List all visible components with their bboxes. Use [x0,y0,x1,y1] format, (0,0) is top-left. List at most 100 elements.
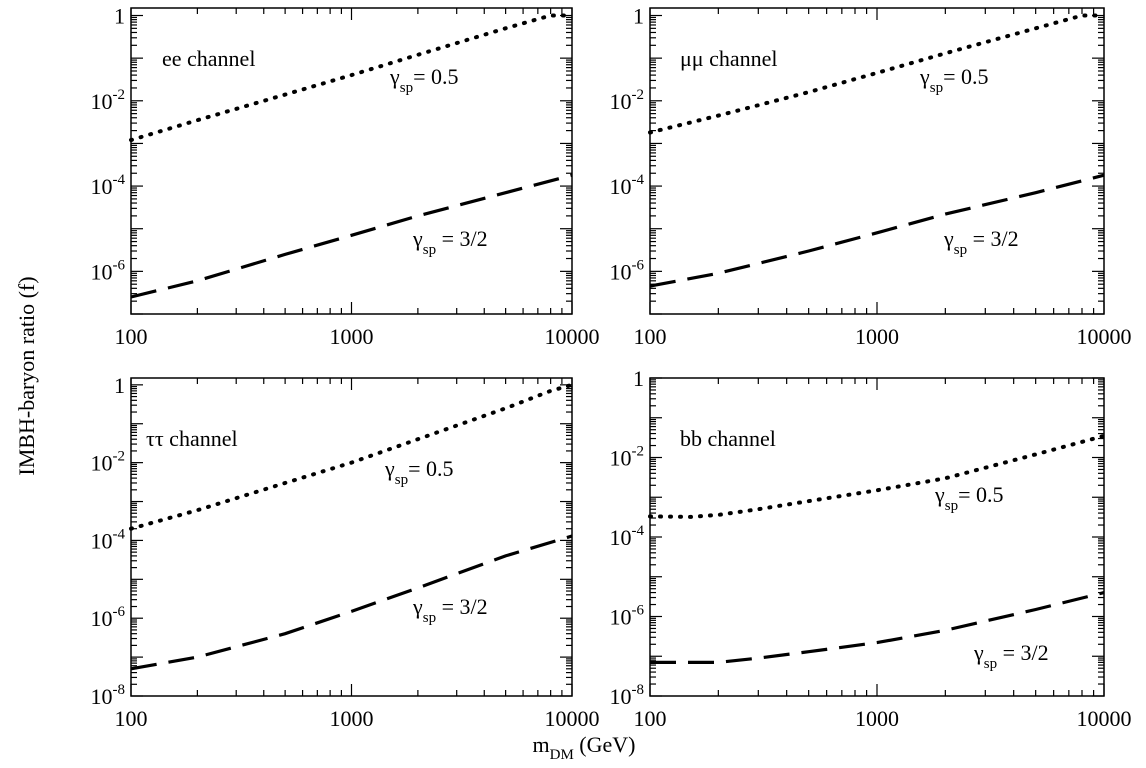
series-line-gamma-3-2 [130,173,573,299]
y-tick-exponent: -2 [632,87,645,103]
y-tick-label: 10-4 [91,172,126,199]
y-tick-base: 10 [91,89,113,114]
y-tick-base: 1 [633,4,644,29]
series-label-value: = 0.5 [958,482,1003,507]
series-label-subscript: sp [945,498,958,514]
channel-label: μμ channel [680,46,778,71]
series-label-value: = 0.5 [943,64,988,89]
y-tick-label: 10-2 [91,87,126,114]
y-tick-base: 10 [91,174,113,199]
series-label-symbol: γ [412,226,423,251]
series-label-subscript: sp [954,242,967,258]
series-label-subscript: sp [984,656,997,672]
y-tick-label: 10-4 [91,526,126,553]
y-tick-label: 1 [114,373,125,398]
series-label-gamma-0-5: γsp= 0.5 [389,64,459,96]
x-tick-label: 100 [115,324,148,349]
y-tick-label: 10-6 [610,257,645,284]
x-tick-label: 1000 [330,324,374,349]
y-tick-exponent: -4 [113,526,126,542]
y-axis-title: IMBH-baryon ratio (f) [14,276,39,475]
y-tick-label: 10-6 [91,257,126,284]
x-tick-label: 10000 [545,324,600,349]
y-tick-base: 10 [610,446,632,471]
x-axis-title: mDM (GeV) [533,732,636,763]
series-label-subscript: sp [400,80,413,96]
series-label-symbol: γ [389,64,400,89]
series-label-subscript: sp [395,472,408,488]
series-label-value: = 3/2 [436,226,488,251]
series-label-value: = 3/2 [436,594,488,619]
y-tick-label: 1 [114,4,125,29]
channel-label: ττ channel [146,426,238,451]
y-tick-base: 1 [114,373,125,398]
y-tick-label: 10-8 [91,682,126,709]
y-tick-base: 1 [114,4,125,29]
y-tick-exponent: -6 [632,257,645,273]
x-axis-title-main: m [533,732,550,757]
series-label-symbol: γ [943,226,954,251]
y-tick-label: 10-4 [610,523,645,550]
y-tick-exponent: -4 [113,172,126,188]
series-label-symbol: γ [384,456,395,481]
y-tick-label: 10-2 [610,87,645,114]
y-tick-label: 10-4 [610,172,645,199]
series-label-value: = 3/2 [967,226,1019,251]
y-tick-exponent: -4 [632,172,645,188]
y-tick-label: 1 [633,4,644,29]
y-tick-exponent: -4 [632,523,645,539]
series-label-gamma-3-2: γsp = 3/2 [943,226,1019,258]
series-label-symbol: γ [973,640,984,665]
y-tick-label: 10-8 [610,682,645,709]
x-tick-label: 1000 [855,324,899,349]
series-label-symbol: γ [919,64,930,89]
y-tick-exponent: -2 [113,449,126,465]
y-tick-exponent: -6 [113,604,126,620]
y-tick-label: 1 [633,366,644,391]
y-tick-exponent: -8 [632,682,645,698]
y-tick-exponent: -6 [632,603,645,619]
y-tick-base: 10 [610,259,632,284]
x-tick-label: 1000 [330,706,374,731]
y-tick-exponent: -2 [113,87,126,103]
series-label-gamma-3-2: γsp = 3/2 [412,594,488,626]
y-tick-base: 10 [610,605,632,630]
series-line-gamma-0-5 [129,13,574,143]
series-label-symbol: γ [934,482,945,507]
y-tick-label: 10-6 [610,603,645,630]
y-tick-base: 10 [610,89,632,114]
x-tick-label: 10000 [1077,324,1132,349]
y-tick-label: 10-2 [91,449,126,476]
series-label-symbol: γ [412,594,423,619]
x-tick-label: 1000 [855,706,899,731]
series-label-value: = 0.5 [408,456,453,481]
x-tick-label: 100 [634,706,667,731]
y-tick-base: 10 [91,528,113,553]
y-tick-label: 10-6 [91,604,126,631]
series-label-value: = 3/2 [997,640,1049,665]
series-line-gamma-0-5 [648,433,1106,519]
y-tick-label: 10-2 [610,444,645,471]
y-tick-exponent: -8 [113,682,126,698]
series-line-gamma-3-2 [130,534,573,671]
series-label-subscript: sp [930,80,943,96]
series-label-gamma-0-5: γsp= 0.5 [919,64,989,96]
series-label-gamma-3-2: γsp = 3/2 [412,226,488,258]
x-tick-label: 100 [115,706,148,731]
y-tick-base: 10 [91,451,113,476]
series-label-subscript: sp [423,242,436,258]
y-tick-exponent: -6 [113,257,126,273]
y-tick-base: 10 [91,259,113,284]
x-tick-label: 100 [634,324,667,349]
y-tick-base: 1 [633,366,644,391]
y-tick-exponent: -2 [632,444,645,460]
series-label-value: = 0.5 [413,64,458,89]
y-tick-base: 10 [610,525,632,550]
x-tick-label: 10000 [545,706,600,731]
